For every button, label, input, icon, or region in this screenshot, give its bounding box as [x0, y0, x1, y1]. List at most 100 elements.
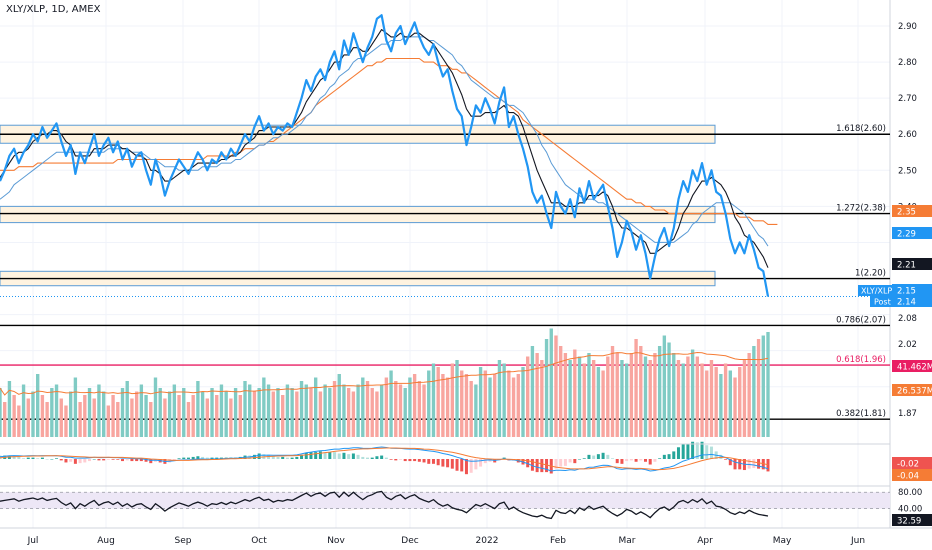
symbol-tag: XLY/XLP — [861, 287, 892, 296]
volume-bar — [281, 395, 285, 437]
volume-bar — [695, 356, 700, 437]
volume-bar — [144, 395, 148, 437]
macd-hist-bar — [210, 457, 214, 459]
macd-hist-bar — [318, 451, 322, 459]
macd-hist-bar — [130, 459, 134, 462]
y-tick-label: 2.50 — [898, 166, 917, 176]
volume-bar — [450, 363, 455, 437]
volume-bar — [563, 353, 568, 437]
volume-bar — [577, 356, 582, 437]
volume-bar — [455, 360, 459, 437]
volume-bar — [620, 360, 624, 437]
volume-bar — [248, 384, 252, 437]
macd-hist-bar — [116, 459, 120, 460]
macd-hist-bar — [215, 457, 219, 459]
rsi-band — [0, 492, 890, 509]
volume-bar — [26, 398, 30, 437]
volume-bar — [690, 349, 695, 437]
volume-bar — [83, 395, 87, 437]
macd-hist-bar — [535, 459, 539, 473]
signal-tag: -0.04 — [897, 472, 919, 482]
volume-bar — [139, 384, 144, 437]
macd-hist-bar — [587, 454, 591, 459]
price-tag-ma-fast: 2.21 — [897, 261, 916, 271]
macd-hist-bar — [625, 459, 629, 462]
price-pane — [0, 14, 890, 298]
volume-bar — [606, 356, 610, 437]
volume-ma-line — [0, 351, 769, 396]
macd-hist-bar — [667, 454, 671, 459]
volume-bar — [483, 370, 487, 437]
macd-hist-bar — [69, 459, 73, 462]
x-tick-label: Dec — [401, 536, 418, 546]
macd-hist-bar — [648, 459, 652, 465]
price-tag-ma-fast-bg — [892, 258, 932, 270]
macd-hist-bar — [257, 453, 261, 459]
volume-bar — [516, 374, 520, 437]
macd-hist-bar — [474, 459, 478, 470]
macd-hist-bar — [398, 459, 402, 460]
x-tick-label: Oct — [251, 536, 267, 546]
macd-hist-bar — [356, 454, 360, 459]
volume-bar — [116, 402, 120, 437]
macd-hist-bar — [417, 459, 421, 462]
y-tick-label: 2.02 — [898, 340, 917, 350]
fib-label-1: 1.272(2.38) — [836, 204, 886, 214]
volume-bar — [365, 381, 370, 437]
macd-hist-bar — [460, 459, 464, 472]
macd-hist-bar — [427, 459, 431, 464]
volume-bar — [356, 384, 360, 437]
macd-hist-bar — [413, 459, 417, 462]
grid-lines — [0, 0, 932, 529]
volume-bar — [167, 391, 172, 437]
volume-bar — [723, 363, 728, 437]
macd-hist-bar — [436, 459, 440, 466]
macd-hist-bar — [92, 459, 96, 460]
volume-bar — [601, 370, 605, 437]
symbol-tag-bg — [858, 285, 892, 296]
macd-hist-bar — [59, 459, 63, 461]
volume-bar — [215, 395, 219, 437]
volume-bar — [299, 381, 304, 437]
volume-bar — [728, 370, 732, 437]
x-tick-label: Nov — [327, 536, 345, 546]
macd-hist-bar — [328, 452, 332, 459]
rsi-pane — [0, 490, 890, 520]
macd-hist-bar — [582, 458, 586, 459]
volume-bar — [408, 377, 412, 437]
volume-bar — [629, 353, 634, 437]
y-tick-label: 2.80 — [898, 58, 917, 68]
rsi-tag: 32.59 — [897, 517, 921, 527]
volume-bar — [747, 353, 751, 437]
x-tick-label: Mar — [619, 536, 636, 546]
rsi-line — [0, 490, 769, 520]
x-tick-label: Feb — [550, 536, 566, 546]
volume-bar — [587, 353, 591, 437]
macd-hist-bar — [102, 459, 106, 461]
volume-bar — [422, 384, 426, 437]
macd-hist-bar — [384, 457, 388, 459]
volume-bar — [686, 356, 690, 437]
volume-bar — [337, 374, 341, 437]
volume-bar — [271, 391, 275, 437]
volume-bar — [639, 346, 643, 437]
volume-bar — [130, 398, 134, 437]
post-tag-bg — [870, 296, 892, 307]
volume-bar — [417, 381, 422, 437]
volume-bar — [752, 346, 756, 437]
volume-bar — [615, 353, 619, 437]
volume-bar — [233, 388, 238, 437]
volume-bar — [370, 388, 374, 437]
macd-hist-bar — [366, 457, 370, 459]
macd-hist-bar — [601, 452, 605, 459]
volume-bar — [186, 402, 191, 437]
macd-hist-bar — [615, 459, 619, 464]
macd-hist-bar — [479, 459, 483, 467]
volume-bar — [464, 374, 469, 437]
fib-label-2: 1(2.20) — [855, 269, 886, 279]
volume-bar — [596, 367, 601, 437]
volume-bar — [705, 370, 709, 437]
fib-label-4: 0.618(1.96) — [836, 355, 886, 365]
macd-hist-bar — [540, 459, 544, 473]
